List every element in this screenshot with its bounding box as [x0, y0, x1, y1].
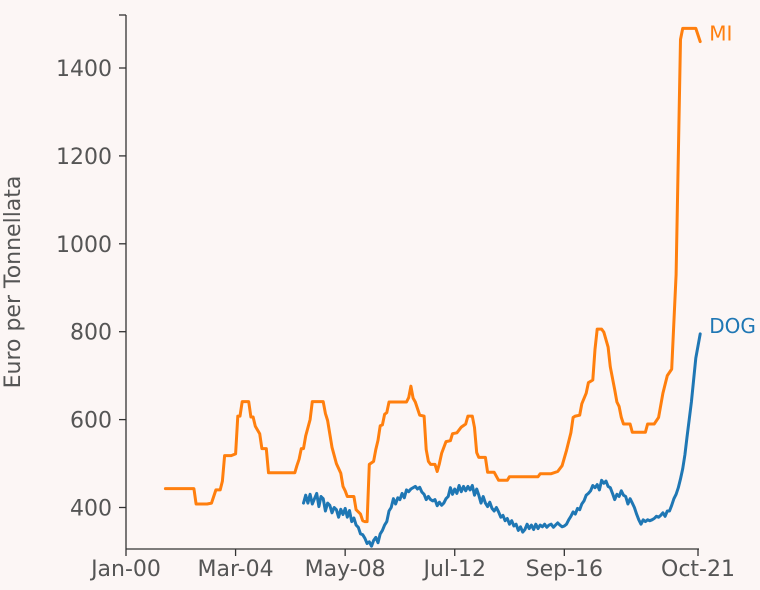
x-tick-label: May-08	[305, 557, 386, 582]
series-label-dog: DOG	[709, 314, 756, 338]
y-tick-label: 800	[70, 321, 112, 346]
x-ticks: Jan-00 Mar-04 May-08 Jul-12 Sep-16 Oct-21	[89, 549, 735, 582]
x-tick-label: Jan-00	[89, 557, 161, 582]
series-line-mi	[163, 26, 702, 524]
y-tick-label: 1400	[56, 57, 112, 82]
x-axis: Jan-00 Mar-04 May-08 Jul-12 Sep-16 Oct-21	[89, 548, 735, 582]
series-label-mi: MI	[709, 22, 732, 46]
x-tick-label: Mar-04	[198, 557, 274, 582]
y-tick-label: 1000	[56, 233, 112, 258]
x-tick-label: Jul-12	[421, 557, 485, 582]
y-tick-label: 600	[70, 409, 112, 434]
x-tick-label: Oct-21	[661, 557, 735, 582]
y-axis-title: Euro per Tonnellata	[1, 176, 26, 389]
y-tick-label: 1200	[56, 145, 112, 170]
y-axis: 400 600 800 1000 1200 1400 Euro per Tonnellat…	[1, 14, 127, 549]
y-ticks: 400 600 800 1000 1200 1400	[56, 14, 126, 522]
plot-area: MI DOG	[163, 22, 756, 548]
y-tick-label: 400	[70, 497, 112, 522]
series-line-dog	[302, 332, 702, 548]
x-tick-label: Sep-16	[526, 557, 603, 582]
